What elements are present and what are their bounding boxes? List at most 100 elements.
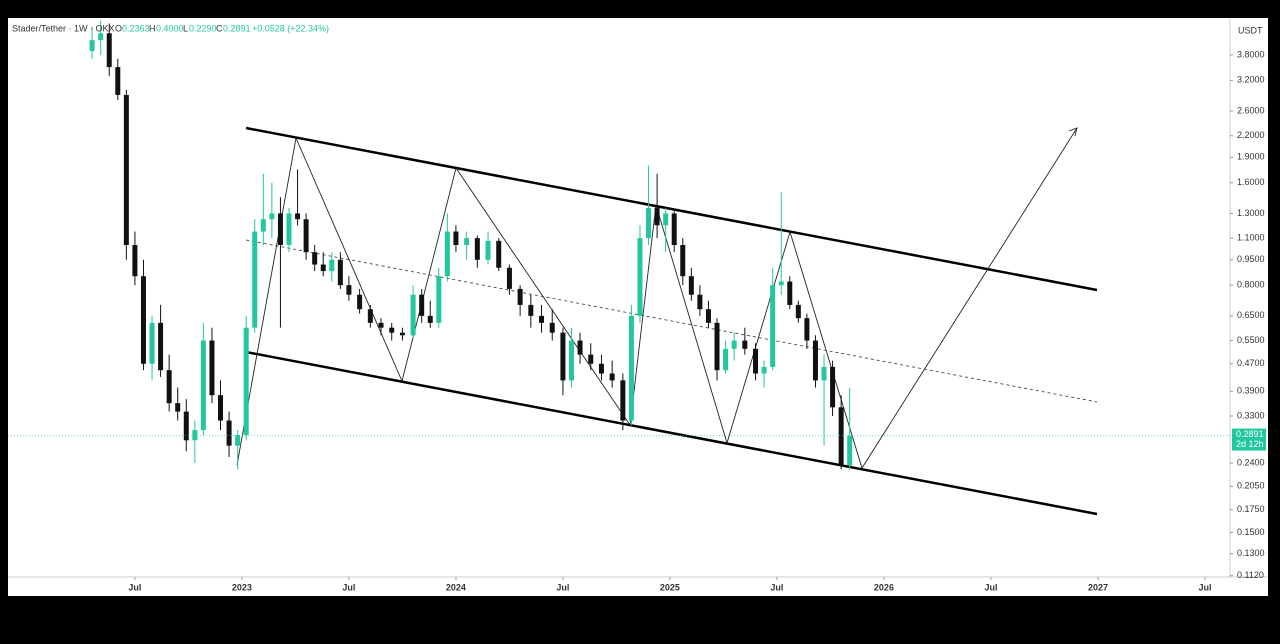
header-high-label: H (149, 23, 156, 33)
candle-body (474, 238, 480, 260)
candle-body (149, 322, 155, 364)
x-tick-label: 2023 (232, 582, 252, 592)
plot (89, 20, 853, 470)
candle-body (346, 285, 352, 295)
candle-body (235, 435, 241, 446)
y-tick-label: 0.1750 (1237, 504, 1265, 514)
y-tick-label: 1.1000 (1237, 233, 1265, 243)
candle-body (697, 294, 703, 310)
candle-body (795, 304, 801, 319)
y-tick-label: 2.6000 (1237, 105, 1265, 115)
candle-body (166, 370, 172, 404)
candle-body (427, 315, 433, 323)
candle-body (539, 315, 545, 323)
y-tick-label: 2.2000 (1237, 130, 1265, 140)
candle-body (158, 322, 164, 371)
x-tick-label: 2026 (874, 582, 894, 592)
candle-body (821, 366, 827, 381)
candle-body (320, 264, 326, 272)
candle-body (260, 219, 266, 232)
candle-body (663, 213, 669, 226)
x-tick-label: Jul (128, 582, 141, 592)
zigzag-path (236, 127, 1078, 470)
candle-body (192, 430, 198, 441)
candle-body (787, 281, 793, 305)
header-change: +0.0528 (+22.34%) (252, 23, 329, 33)
candle-body (252, 231, 258, 328)
x-tick-label: 2025 (660, 582, 680, 592)
candle-body (243, 327, 249, 436)
candle-body (761, 366, 767, 374)
currency-label: USDT (1238, 25, 1263, 35)
x-tick-label: 2027 (1088, 582, 1108, 592)
candle-body (830, 366, 836, 408)
candle-body (654, 207, 660, 226)
candle-body (598, 363, 604, 374)
countdown-label: 2d 12h (1236, 439, 1264, 449)
candle-body (528, 304, 534, 316)
y-tick-label: 0.1120 (1237, 570, 1264, 580)
candle-body (705, 309, 711, 323)
candle-body (464, 238, 470, 245)
candle-body (688, 276, 694, 295)
y-tick-label: 0.5500 (1237, 335, 1265, 345)
channel-mid (245, 239, 1098, 403)
candle-body (269, 213, 275, 220)
candle-body (399, 332, 405, 336)
y-tick-label: 3.2000 (1237, 75, 1265, 85)
last-price-label: 0.2891 (1236, 429, 1264, 439)
header-low-label: L (183, 23, 188, 33)
candle-body (560, 332, 566, 381)
candle-body (444, 231, 450, 277)
header-symbol: Stader/Tether · 1W · OKX (12, 23, 115, 33)
header-open: 0.2363 (122, 23, 150, 33)
candle-body (723, 348, 729, 371)
candle-body (329, 259, 335, 272)
candle-body (277, 213, 283, 245)
header-open-label: O (115, 23, 122, 33)
candle-body (98, 33, 104, 41)
y-tick-label: 0.2400 (1237, 457, 1265, 467)
candle-body (549, 322, 555, 333)
header-close: 0.2891 (223, 23, 251, 33)
y-tick-label: 1.6000 (1237, 177, 1265, 187)
candle-body (410, 294, 416, 336)
candle-body (588, 354, 594, 364)
x-tick-label: Jul (984, 582, 997, 592)
candle-body (209, 340, 215, 396)
candle-body (337, 259, 343, 286)
y-tick-label: 3.8000 (1237, 49, 1265, 59)
y-tick-label: 0.8000 (1237, 280, 1265, 290)
y-tick-label: 0.9500 (1237, 254, 1265, 264)
trend-drawings (236, 126, 1098, 516)
candle-body (778, 281, 784, 286)
candle-body (226, 420, 232, 446)
candle-body (436, 276, 442, 323)
y-tick-label: 0.1500 (1237, 527, 1265, 537)
y-tick-label: 0.3300 (1237, 410, 1265, 420)
candle-body (671, 213, 677, 245)
candle-body (731, 340, 737, 349)
y-tick-label: 1.9000 (1237, 152, 1265, 162)
candle-body (637, 238, 643, 316)
x-tick-label: Jul (342, 582, 355, 592)
channel-upper (245, 126, 1098, 292)
arrow-head (1068, 127, 1078, 137)
candle-body (115, 67, 121, 95)
x-tick-label: Jul (770, 582, 783, 592)
y-tick-label: 0.1300 (1237, 548, 1265, 558)
y-tick-label: 0.4700 (1237, 358, 1265, 368)
candle-body (620, 380, 626, 421)
x-tick-label: Jul (556, 582, 569, 592)
candle-body (485, 240, 491, 260)
y-tick-label: 0.2050 (1237, 481, 1265, 491)
candle-body (357, 294, 363, 310)
candle-body (753, 348, 759, 374)
candle-body (419, 294, 425, 316)
y-tick-label: 0.3900 (1237, 386, 1265, 396)
candle-body (568, 340, 574, 381)
candle-body (367, 309, 373, 323)
last-price-box (1232, 428, 1266, 451)
candle-body (389, 327, 395, 333)
